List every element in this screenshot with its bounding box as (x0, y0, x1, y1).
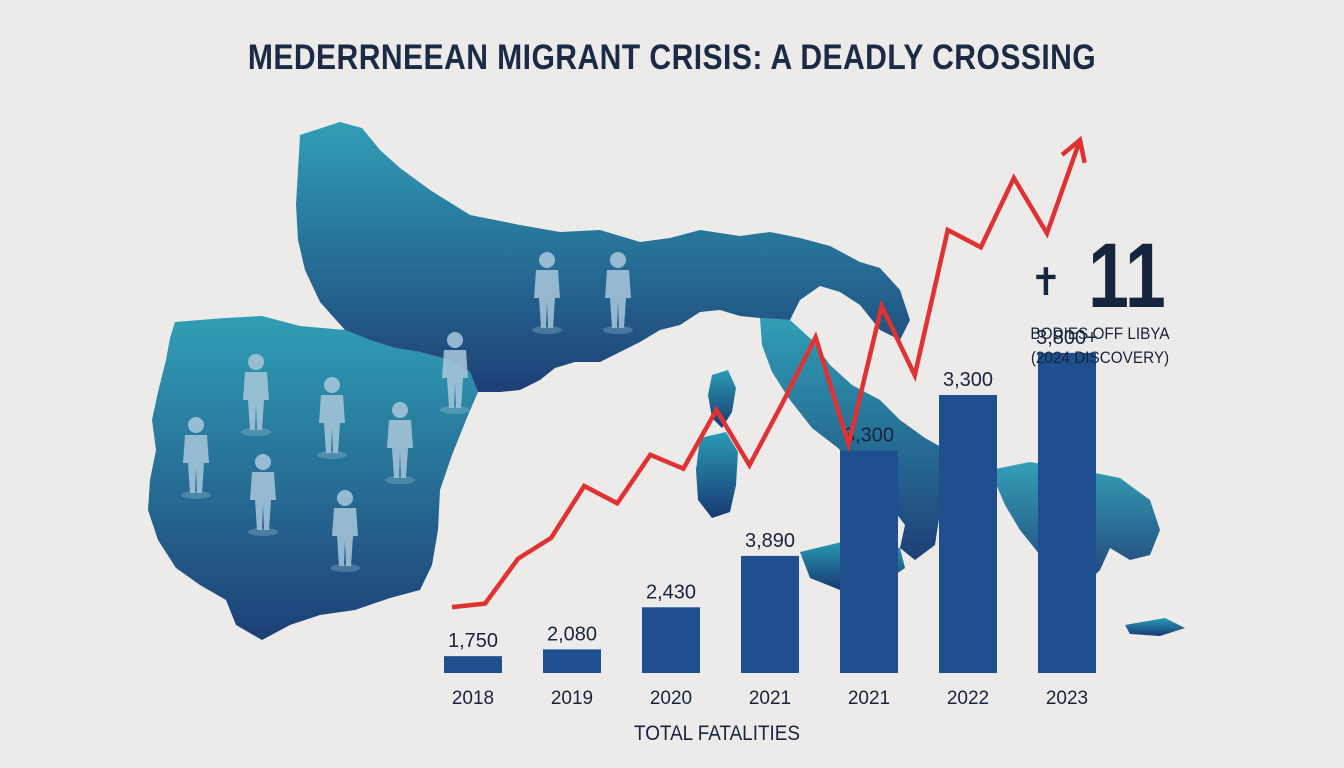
bar-2022-5 (939, 394, 997, 673)
bar-value-label-2: 2,430 (646, 581, 696, 603)
callout-line-2: (2024 DISCOVERY) (1030, 348, 1170, 367)
person-silhouette-3 (241, 354, 271, 436)
x-axis-label: TOTAL FATALITIES (634, 722, 800, 745)
callout-line-1: BODIES OFF LIBYA (1030, 324, 1170, 343)
italy-peninsula (760, 318, 990, 560)
bar-value-label-3: 3,890 (745, 530, 795, 552)
crete-island (1125, 618, 1185, 636)
bar-2021-4 (840, 450, 898, 673)
x-tick-4: 2021 (848, 688, 890, 709)
bar-value-label-0: 1,750 (448, 630, 498, 652)
bar-value-label-1: 2,080 (547, 623, 597, 645)
x-tick-3: 2021 (749, 688, 791, 709)
x-tick-5: 2022 (947, 688, 989, 709)
northern-europe-landmass (296, 122, 910, 392)
callout-number: 11 (1088, 225, 1166, 327)
person-silhouette-7 (181, 417, 211, 499)
bar-2018-0 (444, 656, 502, 673)
bar-2020-2 (642, 607, 700, 673)
trend-line-group (451, 135, 1087, 610)
x-tick-1: 2019 (551, 688, 593, 709)
trend-line (451, 139, 1083, 610)
person-silhouette-9 (330, 490, 360, 572)
person-silhouette-5 (385, 402, 415, 484)
person-silhouette-1 (532, 252, 562, 334)
person-silhouette-2 (603, 252, 633, 334)
callout-caption: BODIES OFF LIBYA (2024 DISCOVERY) (1019, 322, 1181, 370)
migrant-figures (181, 252, 633, 572)
bar-2021-3 (741, 555, 799, 673)
x-tick-2: 2020 (650, 688, 692, 709)
bars-group: 1,750 2,080 2,430 3,890 3,300 3,300 3,800+ (444, 327, 1098, 673)
bar-2019-1 (543, 649, 601, 673)
bar-value-label-6: 3,800+ (1036, 327, 1098, 349)
bar-2023-6 (1038, 352, 1096, 673)
x-tick-labels: 2018 2019 2020 2021 2021 2022 2023 (452, 688, 1088, 709)
mediterranean-map (148, 122, 1185, 640)
bar-value-label-5: 3,300 (943, 369, 993, 391)
person-silhouette-8 (248, 454, 278, 536)
x-tick-6: 2023 (1046, 688, 1088, 709)
trend-arrow-head (1060, 135, 1087, 164)
person-silhouette-6 (440, 332, 470, 414)
bar-value-label-4: 3,300 (844, 425, 894, 447)
iberia-landmass (148, 316, 478, 640)
sardinia-island (696, 432, 738, 518)
cross-icon: ✝ (1030, 262, 1062, 304)
chart-title: MEDERRNEEAN MIGRANT CRISIS: A DEADLY CRO… (247, 38, 1097, 77)
person-silhouette-4 (317, 377, 347, 459)
x-tick-0: 2018 (452, 688, 494, 709)
